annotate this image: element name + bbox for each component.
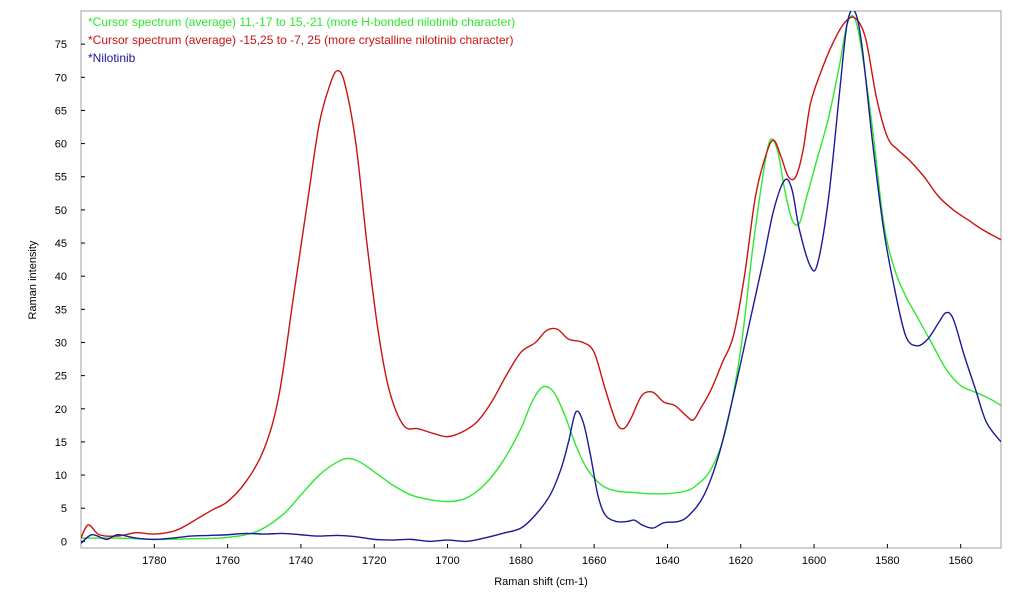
- x-tick-label: 1660: [582, 555, 606, 567]
- series-line-1: [81, 15, 1001, 541]
- x-tick-label: 1720: [362, 555, 386, 567]
- x-tick-label: 1620: [729, 555, 753, 567]
- y-axis-title: Raman intensity: [27, 240, 39, 319]
- series-line-3: [81, 11, 1001, 544]
- series-layer: [81, 11, 1001, 544]
- y-tick-label: 0: [61, 536, 67, 548]
- y-tick-label: 20: [55, 404, 67, 416]
- x-axis: 1780 1760 1740 1720 1700 1680 1660 1640 1620 1600…: [142, 544, 973, 567]
- x-tick-label: 1780: [142, 555, 166, 567]
- series-line-2: [81, 16, 1001, 539]
- y-tick-label: 70: [55, 72, 67, 84]
- y-tick-label: 15: [55, 437, 67, 449]
- y-tick-label: 60: [55, 139, 67, 151]
- x-tick-label: 1680: [509, 555, 533, 567]
- y-tick-label: 30: [55, 337, 67, 349]
- y-tick-label: 50: [55, 205, 67, 217]
- x-axis-title: Raman shift (cm-1): [494, 576, 588, 588]
- y-tick-label: 75: [55, 39, 67, 51]
- x-tick-label: 1700: [435, 555, 459, 567]
- x-tick-label: 1740: [289, 555, 313, 567]
- plot-frame: [80, 10, 1002, 549]
- x-tick-label: 1600: [802, 555, 826, 567]
- y-tick-label: 40: [55, 271, 67, 283]
- x-tick-label: 1640: [655, 555, 679, 567]
- legend: *Cursor spectrum (average) 11,-17 to 15,…: [88, 15, 515, 65]
- legend-entry-2: *Cursor spectrum (average) -15,25 to -7,…: [88, 33, 514, 47]
- y-tick-label: 25: [55, 371, 67, 383]
- legend-entry-1: *Cursor spectrum (average) 11,-17 to 15,…: [88, 15, 515, 29]
- y-axis: 0 5 10 15 20 25 30 35 40 45 50 55 60 65 70 75: [55, 39, 85, 548]
- x-tick-label: 1580: [875, 555, 899, 567]
- y-tick-label: 5: [61, 503, 67, 515]
- legend-entry-3: *Nilotinib: [88, 51, 136, 65]
- y-tick-label: 55: [55, 172, 67, 184]
- y-tick-label: 45: [55, 238, 67, 250]
- x-tick-label: 1560: [948, 555, 972, 567]
- y-tick-label: 35: [55, 304, 67, 316]
- y-tick-label: 65: [55, 105, 67, 117]
- y-tick-label: 10: [55, 470, 67, 482]
- x-tick-label: 1760: [215, 555, 239, 567]
